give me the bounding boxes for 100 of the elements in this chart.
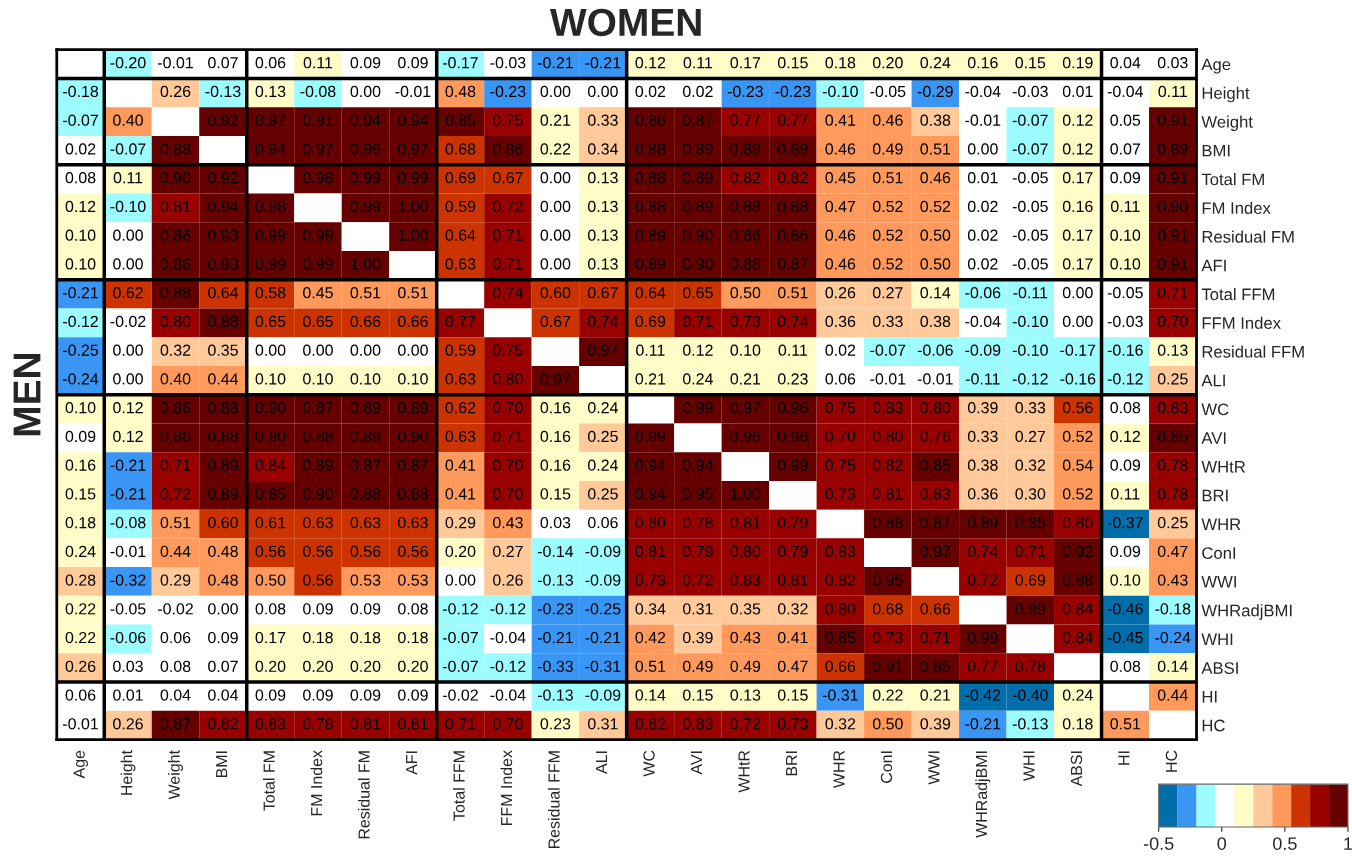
data-label: -0.46	[1107, 603, 1143, 615]
data-label: 0.80	[825, 603, 856, 615]
y-tick-label: ABSI	[1201, 662, 1238, 674]
data-label: -0.05	[1012, 172, 1048, 184]
data-label: 0.77	[777, 114, 808, 126]
data-label: 0.02	[65, 143, 96, 155]
data-label: 0.94	[255, 143, 286, 155]
y-tick-label: AFI	[1201, 259, 1226, 272]
data-label: 0.63	[350, 516, 381, 529]
data-label: 0.05	[1110, 114, 1141, 126]
x-tick-label: BMI	[216, 751, 228, 778]
data-label: 0.98	[255, 200, 286, 213]
data-label: 0.52	[872, 258, 903, 270]
data-label: -0.06	[965, 287, 1001, 299]
data-label: 0.00	[540, 258, 571, 270]
data-label: 0.82	[777, 172, 808, 184]
data-label: 0.14	[920, 287, 951, 299]
data-label: 0.56	[1062, 402, 1093, 414]
data-label: -0.01	[158, 57, 193, 69]
x-tick-label: Residual FM	[358, 751, 370, 839]
data-label: 0.97	[587, 344, 618, 356]
data-label: 0.70	[1157, 315, 1188, 328]
data-label: 0.09	[1110, 545, 1141, 558]
data-label: 0.04	[208, 689, 239, 701]
x-tick-label: FM Index	[310, 750, 323, 816]
data-label: 0.20	[872, 57, 903, 69]
data-label: 1.00	[398, 200, 428, 213]
data-label: -0.23	[775, 85, 811, 98]
data-label: -0.10	[1012, 315, 1048, 328]
data-label: 0.51	[872, 172, 903, 184]
data-label: -0.13	[537, 689, 573, 701]
data-label: 0.71	[493, 229, 523, 241]
data-label: 0.99	[635, 430, 666, 443]
data-label: 0.32	[1015, 459, 1046, 471]
data-label: 0.77	[445, 315, 476, 328]
data-label: 0.66	[920, 603, 951, 615]
y-axis-title: MEN	[13, 354, 41, 436]
data-label: 0.38	[920, 114, 951, 126]
data-label: 0.81	[350, 718, 381, 730]
data-label: 0.51	[350, 287, 381, 299]
data-label: 0.40	[160, 373, 191, 385]
data-label: 0.69	[1015, 574, 1046, 586]
data-label: 0.64	[208, 287, 239, 299]
data-label: 0.89	[208, 459, 238, 471]
data-label: 0.82	[872, 459, 903, 471]
data-label: 0.56	[398, 545, 428, 558]
data-label: 0.71	[445, 718, 476, 730]
data-label: 0.86	[730, 258, 761, 270]
data-label: 0.09	[303, 689, 333, 701]
data-label: 0.04	[160, 689, 191, 701]
data-label: 0.00	[113, 258, 143, 270]
data-label: 0.95	[682, 488, 713, 500]
data-label: 0.14	[1157, 660, 1188, 673]
data-label: 0.87	[920, 516, 951, 529]
color-bar-label: 0	[1217, 837, 1227, 850]
data-label: 0.00	[255, 344, 286, 356]
data-label: -0.07	[1012, 143, 1048, 155]
data-label: 0.81	[160, 200, 191, 213]
data-label: 0.99	[255, 229, 286, 241]
data-label: 0.73	[730, 315, 761, 328]
data-label: 0.23	[777, 373, 808, 385]
data-label: 0.86	[160, 430, 191, 443]
data-label: 0.86	[635, 114, 666, 126]
data-label: -0.25	[585, 603, 621, 615]
data-label: -0.13	[205, 85, 241, 98]
data-label: 0.08	[1110, 660, 1141, 673]
data-label: 0.88	[208, 430, 238, 443]
data-label: 0.00	[208, 603, 238, 615]
y-tick-label: ConI	[1202, 547, 1236, 559]
data-label: 0.82	[730, 172, 761, 184]
data-label: 0.06	[160, 631, 191, 644]
data-label: -0.05	[1012, 200, 1048, 213]
data-label: 0.78	[303, 718, 333, 730]
data-label: 0.06	[825, 373, 856, 385]
data-label: 0.15	[777, 689, 808, 701]
data-label: 0.65	[682, 287, 713, 299]
data-label: 0.41	[445, 488, 476, 500]
data-label: 0.88	[635, 200, 666, 213]
data-label: -0.01	[63, 718, 98, 730]
x-tick-label: WHR	[833, 750, 845, 789]
data-label: -0.29	[917, 85, 953, 98]
data-label: 0.59	[445, 344, 476, 356]
data-label: 0.24	[587, 402, 618, 414]
data-label: -0.01	[870, 373, 906, 385]
x-tick-label: FFM Index	[500, 750, 513, 826]
data-label: 0.89	[1157, 143, 1188, 155]
data-label: 0.81	[635, 545, 666, 558]
data-label: 0.96	[777, 402, 808, 414]
data-label: 0.70	[825, 430, 856, 443]
data-label: 0.01	[967, 172, 998, 184]
data-label: 0.80	[872, 430, 903, 443]
data-label: 0.21	[540, 114, 571, 126]
data-label: 0.06	[255, 57, 286, 69]
data-label: 0.10	[65, 258, 96, 270]
data-label: 0.35	[730, 603, 761, 615]
data-label: 0.72	[493, 200, 523, 213]
data-label: 0.84	[1062, 631, 1093, 644]
data-label: 0.22	[65, 631, 96, 644]
data-label: 0.09	[65, 430, 96, 443]
data-label: 0.97	[540, 373, 571, 385]
